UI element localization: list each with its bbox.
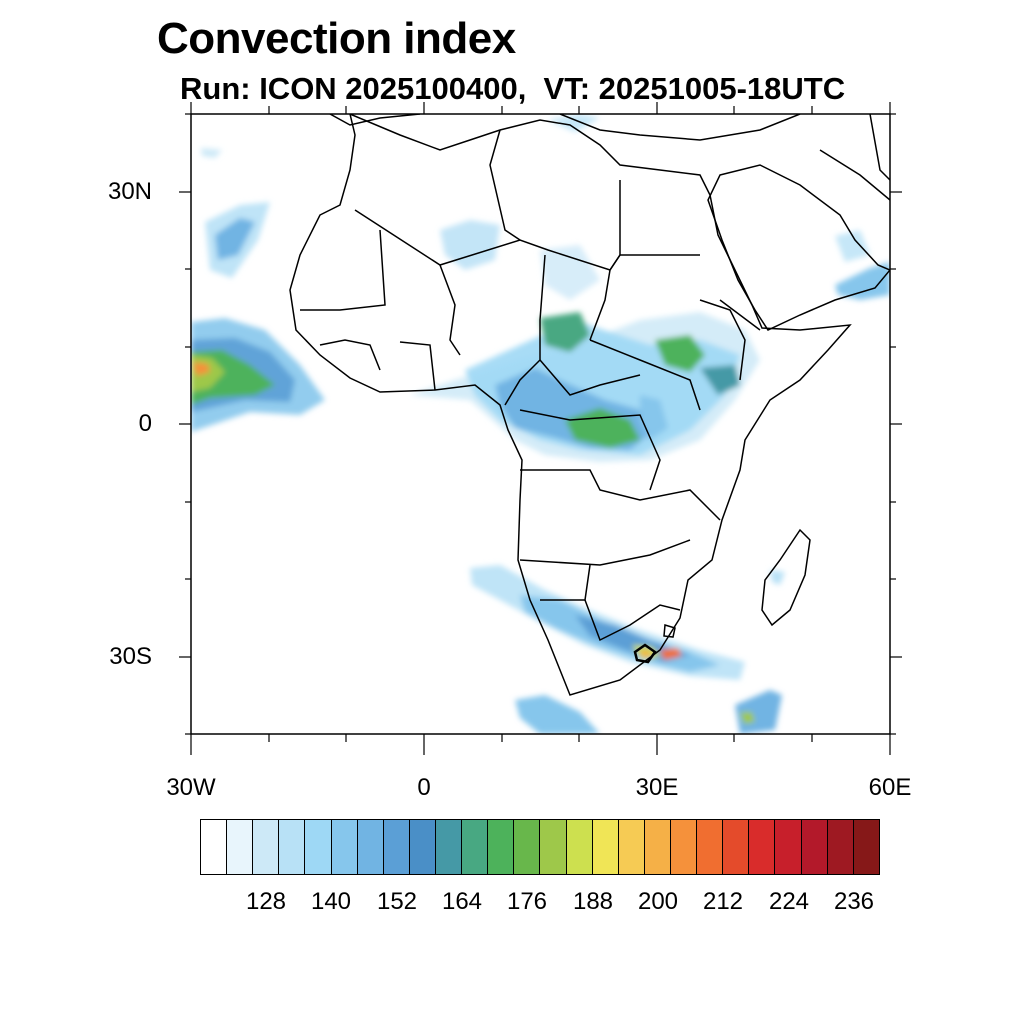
colorbar-cell xyxy=(853,820,879,874)
lon-label-30w: 30W xyxy=(166,774,216,801)
colorbar-cell xyxy=(357,820,384,874)
colorbar-cell xyxy=(644,820,671,874)
colorbar-cell xyxy=(697,820,724,874)
colorbar-cell xyxy=(409,820,436,874)
colorbar-cell xyxy=(566,820,593,874)
colorbar-cell xyxy=(331,820,358,874)
ticks xyxy=(179,102,902,755)
colorbar-cell xyxy=(514,820,541,874)
lon-label-30e: 30E xyxy=(635,774,679,801)
coastlines-and-borders xyxy=(289,114,890,696)
southern-ocean-band-patch xyxy=(515,570,785,734)
colorbar-cell xyxy=(618,820,645,874)
colorbar-label: 212 xyxy=(702,888,744,915)
colorbar-cell xyxy=(383,820,410,874)
colorbar-cell xyxy=(670,820,698,874)
colorbar-label: 236 xyxy=(833,888,875,915)
colorbar-cell xyxy=(435,820,463,874)
colorbar-cell xyxy=(488,820,515,874)
colorbar-cell xyxy=(827,820,854,874)
southern-africa-band-patch xyxy=(470,565,745,680)
colorbar-label: 188 xyxy=(572,888,614,915)
colorbar-cell xyxy=(305,820,332,874)
colorbar-cell xyxy=(723,820,750,874)
lat-label-0: 0 xyxy=(138,410,152,437)
colorbar-cell xyxy=(775,820,802,874)
chart-subtitle: Run: ICON 2025100400, VT: 20251005-18UTC xyxy=(180,71,846,106)
colorbar-label: 152 xyxy=(376,888,418,915)
lon-label-0: 0 xyxy=(417,774,431,801)
atlantic-itcz-patch xyxy=(191,148,325,432)
colorbar-cell xyxy=(462,820,489,874)
colorbar-cell xyxy=(227,820,254,874)
colorbar-label: 164 xyxy=(441,888,483,915)
colorbar-cell xyxy=(540,820,567,874)
colorbar-cell xyxy=(801,820,828,874)
arabian-sea-patch xyxy=(548,114,890,300)
colorbar xyxy=(200,819,880,875)
colorbar-cell xyxy=(201,820,228,874)
colorbar-label: 224 xyxy=(768,888,810,915)
colorbar-cell xyxy=(279,820,306,874)
lon-label-60e: 60E xyxy=(868,774,912,801)
lat-label-30n: 30N xyxy=(107,178,152,205)
colorbar-label: 128 xyxy=(245,888,287,915)
central-africa-convection-patch xyxy=(410,220,760,462)
colorbar-cell xyxy=(253,820,280,874)
chart-title: Convection index xyxy=(157,14,516,63)
colorbar-label: 176 xyxy=(506,888,548,915)
colorbar-label: 200 xyxy=(637,888,679,915)
lat-label-30s: 30S xyxy=(109,643,152,670)
colorbar-cell xyxy=(592,820,619,874)
colorbar-cell xyxy=(749,820,776,874)
colorbar-label: 140 xyxy=(310,888,352,915)
